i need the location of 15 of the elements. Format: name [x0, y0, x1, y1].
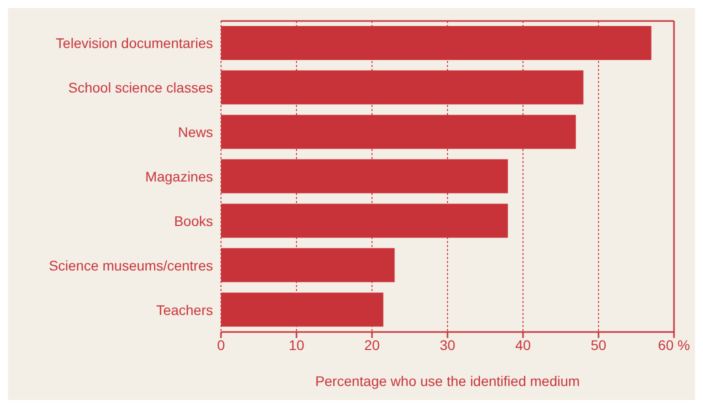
- x-tick-label: 40: [515, 336, 531, 353]
- x-tick-label: 50: [590, 336, 606, 353]
- y-tick-label: News: [178, 124, 213, 140]
- y-tick-label: Science museums/centres: [48, 257, 213, 274]
- y-tick-label: Television documentaries: [56, 35, 213, 52]
- y-tick-label: Books: [174, 212, 213, 229]
- y-tick-label: School science classes: [68, 80, 213, 96]
- y-tick-label: Teachers: [156, 302, 213, 318]
- y-tick-label: Magazines: [145, 168, 213, 184]
- x-tick-label: 60 %: [658, 336, 690, 353]
- x-tick-label: 20: [364, 336, 380, 353]
- x-tick-label: 10: [288, 336, 304, 353]
- x-tick-label: 0: [217, 336, 226, 353]
- x-tick-label: 30: [440, 336, 456, 353]
- x-axis-title: Percentage who use the identified medium: [315, 373, 580, 389]
